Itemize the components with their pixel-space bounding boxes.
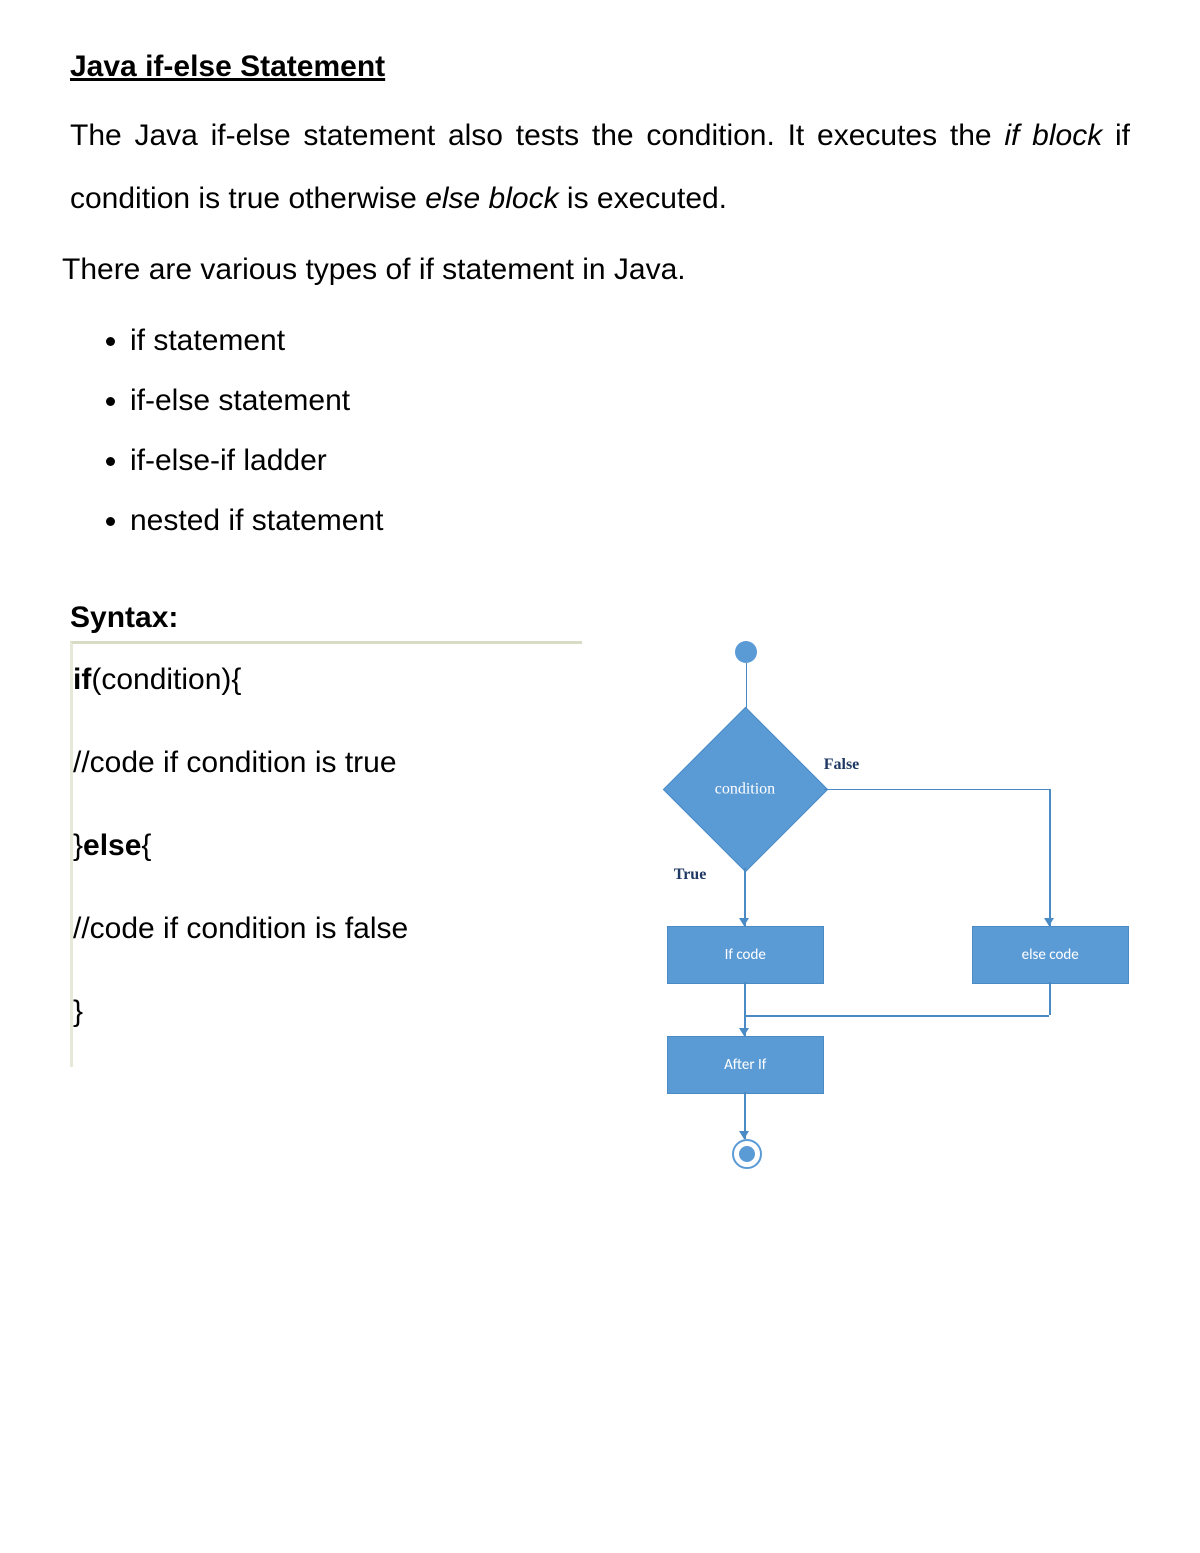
subline: There are various types of if statement …	[62, 238, 1130, 301]
code-brace-a: }	[73, 829, 83, 862]
flow-after-box: After If	[667, 1036, 824, 1094]
intro-paragraph: The Java if-else statement also tests th…	[70, 104, 1130, 230]
list-item: if statement	[130, 311, 1130, 371]
flow-start	[735, 641, 757, 663]
list-item: nested if statement	[130, 491, 1130, 551]
list-item: if-else-if ladder	[130, 431, 1130, 491]
syntax-heading: Syntax:	[70, 601, 1130, 635]
code-line-3: }else{	[73, 820, 582, 871]
flow-else-box: else code	[972, 926, 1129, 984]
code-rest-1: (condition){	[91, 663, 241, 696]
keyword-else: else	[83, 829, 141, 862]
types-list: if statement if-else statement if-else-i…	[100, 311, 1130, 551]
syntax-row: if(condition){ //code if condition is tr…	[70, 641, 1130, 1161]
intro-part3: is executed.	[559, 182, 727, 215]
flow-if-box: If code	[667, 926, 824, 984]
code-line-1: if(condition){	[73, 654, 582, 705]
code-line-2: //code if condition is true	[73, 737, 582, 788]
flow-true-label: True	[674, 866, 707, 884]
flow-end	[732, 1139, 762, 1169]
flow-condition-label: condition	[715, 781, 775, 799]
intro-italic1: if block	[1004, 119, 1102, 152]
code-brace-b: {	[141, 829, 151, 862]
flow-false-label: False	[824, 756, 860, 774]
flow-condition-diamond: condition	[662, 707, 827, 872]
intro-italic2: else block	[425, 182, 558, 215]
code-block: if(condition){ //code if condition is tr…	[70, 641, 582, 1067]
intro-part1: The Java if-else statement also tests th…	[70, 119, 1004, 152]
list-item: if-else statement	[130, 371, 1130, 431]
code-line-4: //code if condition is false	[73, 903, 582, 954]
page-title: Java if-else Statement	[70, 50, 1130, 84]
keyword-if: if	[73, 663, 91, 696]
flowchart: condition True False If code else code After …	[602, 641, 1130, 1161]
code-line-5: }	[73, 986, 582, 1037]
